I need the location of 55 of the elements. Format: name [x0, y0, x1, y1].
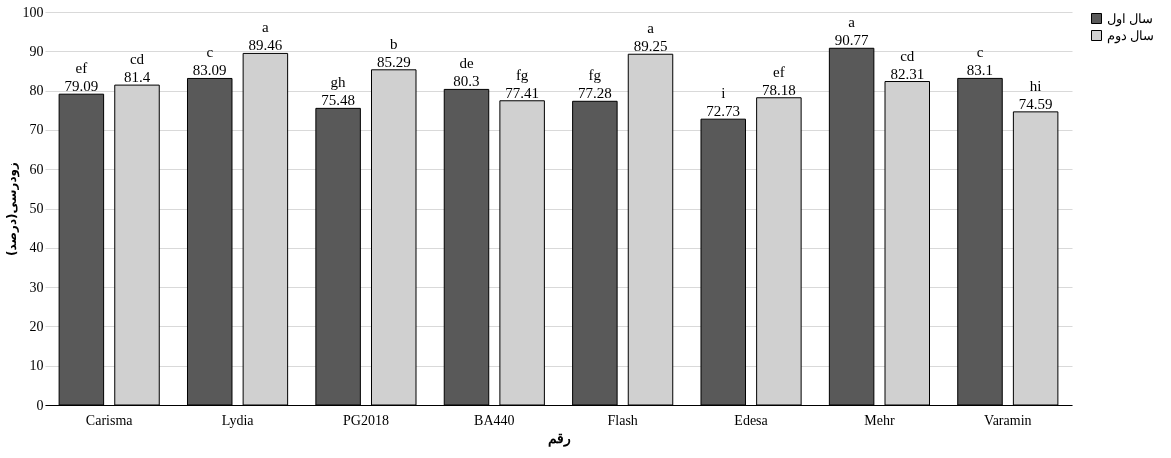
- data-label: 89.25: [633, 38, 668, 55]
- y-tick-label: 100: [22, 4, 44, 20]
- data-label: 77.28: [578, 85, 612, 102]
- data-label: 83.09: [192, 62, 227, 79]
- y-tick-label: 70: [29, 122, 44, 138]
- x-tick-label: BA440: [474, 412, 515, 428]
- annotation: b: [390, 35, 398, 52]
- x-axis-title: رقم: [547, 430, 571, 447]
- data-label: 80.3: [453, 73, 480, 90]
- annotation: cd: [129, 51, 145, 68]
- legend-label: سال دوم: [1107, 27, 1155, 44]
- x-tick-label: Flash: [607, 412, 638, 428]
- y-tick-label: 60: [29, 161, 44, 177]
- annotation: a: [848, 14, 856, 31]
- annotation: cd: [900, 47, 915, 64]
- annotation: fg: [588, 67, 602, 84]
- x-tick-label: Edesa: [734, 412, 769, 428]
- annotation: de: [459, 55, 474, 72]
- data-label: 81.4: [123, 69, 151, 86]
- y-tick-label: 30: [29, 279, 44, 295]
- annotation: ef: [773, 63, 785, 80]
- annotation: c: [206, 44, 214, 61]
- y-tick-label: 90: [29, 43, 44, 59]
- annotation: i: [721, 85, 726, 102]
- annotation: a: [262, 19, 270, 36]
- y-axis-title: زودرسی(درصد): [4, 161, 20, 256]
- data-label: 85.29: [376, 53, 411, 70]
- y-tick-label: 20: [29, 318, 44, 334]
- y-tick-label: 50: [29, 201, 44, 216]
- x-tick-label: Mehr: [864, 412, 895, 428]
- y-tick-label: 10: [29, 358, 44, 374]
- annotation: hi: [1029, 77, 1042, 94]
- annotation: c: [976, 44, 984, 61]
- y-tick-label: 80: [29, 83, 44, 99]
- legend-label: سال اول: [1107, 10, 1154, 27]
- x-tick-label: PG2018: [342, 412, 389, 428]
- data-label: 82.31: [890, 65, 925, 82]
- data-label: 78.18: [762, 81, 796, 98]
- y-tick-label: 40: [29, 240, 44, 256]
- y-tick-label: 0: [36, 397, 44, 413]
- annotation: a: [647, 20, 655, 37]
- x-tick-label: Carisma: [85, 412, 134, 428]
- x-tick-label: Varamin: [984, 412, 1032, 428]
- data-label: 74.59: [1018, 95, 1053, 112]
- data-label: 79.09: [64, 78, 99, 95]
- annotation: fg: [515, 66, 529, 83]
- data-label: 89.46: [248, 37, 283, 54]
- data-label: 90.77: [834, 32, 869, 49]
- x-tick-label: Lydia: [221, 412, 255, 428]
- data-label: 75.48: [321, 92, 355, 109]
- data-label: 77.41: [505, 84, 539, 101]
- data-label: 83.1: [966, 62, 994, 79]
- data-label: 72.73: [706, 103, 741, 120]
- annotation: gh: [330, 74, 347, 91]
- annotation: ef: [75, 60, 88, 77]
